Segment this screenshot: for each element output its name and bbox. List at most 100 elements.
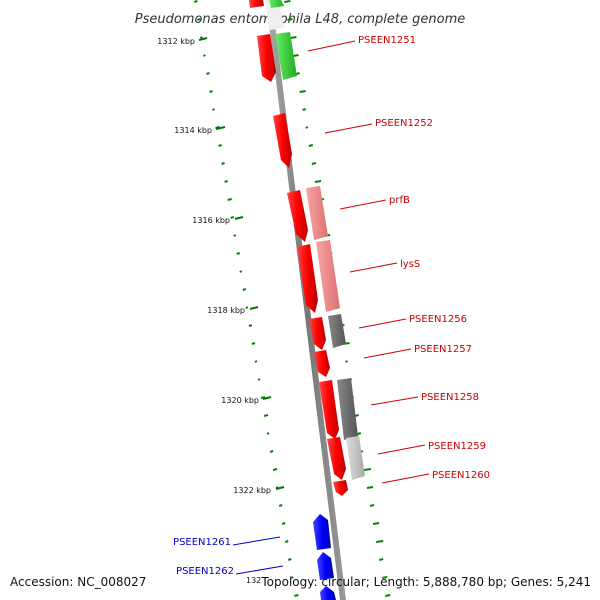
- gc-tick: [224, 180, 228, 183]
- gene-block-pseen1251: [275, 32, 297, 80]
- gc-tick: [215, 126, 220, 129]
- gc-tick: [278, 504, 283, 507]
- gc-tick: [372, 522, 380, 525]
- gene-arrow-pseen1260[interactable]: [333, 480, 348, 496]
- gc-tick: [294, 594, 299, 597]
- gene-label-pseen1261[interactable]: PSEEN1261: [173, 537, 231, 548]
- gene-label-pseen1251[interactable]: PSEEN1251: [358, 35, 416, 46]
- gc-tick: [290, 576, 294, 579]
- gene-arrow-pseen1257[interactable]: [314, 350, 330, 377]
- gc-tick: [299, 90, 306, 93]
- gene-label-pseen1252[interactable]: PSEEN1252: [375, 118, 433, 129]
- gc-tick: [308, 144, 314, 147]
- gene-label-pseen1258[interactable]: PSEEN1258: [421, 392, 479, 403]
- gc-tick: [287, 558, 292, 561]
- gc-tick: [263, 414, 269, 417]
- gc-tick: [366, 486, 374, 489]
- gc-tick: [194, 0, 198, 3]
- label-leader: [235, 565, 284, 575]
- gene-block-pseen1259: [346, 436, 365, 480]
- map-title: Pseudomonas entomophila L48, complete ge…: [135, 12, 466, 27]
- scale-label: 1320 kbp: [221, 396, 259, 405]
- gc-tick: [382, 576, 388, 579]
- gc-tick: [248, 324, 253, 327]
- gene-arrow-pseen1262[interactable]: [317, 552, 334, 580]
- gc-tick: [369, 504, 375, 507]
- gc-tick: [239, 270, 243, 273]
- gc-tick: [357, 432, 362, 435]
- scale-axis: 1312 kbp 1314 kbp 1316 kbp 1318 kbp 1320…: [157, 37, 285, 585]
- gc-tick: [363, 468, 372, 471]
- gc-tick: [345, 360, 348, 363]
- gene-block-pseen1258: [337, 378, 358, 440]
- gc-tick: [284, 0, 291, 3]
- gene-label-prfb[interactable]: prfB: [389, 195, 410, 206]
- gc-tick: [245, 306, 249, 309]
- label-leader: [349, 262, 398, 273]
- gene-arrow[interactable]: [320, 586, 336, 600]
- scale-label: 1318 kbp: [207, 306, 245, 315]
- gc-tick: [305, 126, 309, 129]
- scale-tick: [234, 216, 244, 220]
- gene-label-pseen1257[interactable]: PSEEN1257: [414, 344, 472, 355]
- gene-arrow-pseen1256[interactable]: [309, 317, 326, 350]
- scale-label: 1312 kbp: [157, 37, 195, 46]
- gc-tick: [260, 396, 266, 399]
- gene-label-pseen1262[interactable]: PSEEN1262: [176, 566, 234, 577]
- gc-tick: [236, 252, 241, 255]
- gene-arrow-pseen1252[interactable]: [273, 113, 292, 168]
- gc-tick: [227, 198, 232, 201]
- genome-summary-text: Topology: circular; Length: 5,888,780 bp…: [260, 575, 591, 589]
- gene-arrow[interactable]: [249, 0, 264, 8]
- gene-block-lyss: [316, 240, 340, 312]
- gc-tick: [212, 108, 215, 111]
- label-leader: [324, 123, 373, 134]
- scale-tick: [262, 396, 272, 400]
- gc-tick: [293, 54, 299, 57]
- gc-tick: [206, 72, 210, 75]
- scale-label: 1314 kbp: [174, 126, 212, 135]
- gene-label-lyss[interactable]: lysS: [400, 259, 420, 270]
- gc-tick: [230, 216, 235, 219]
- gc-content-track: [194, 0, 299, 597]
- gene-block-pseen1256: [328, 314, 346, 348]
- gc-tick: [218, 144, 222, 147]
- scale-label: 1322 kbp: [233, 486, 271, 495]
- label-leader: [370, 396, 419, 406]
- gc-tick: [311, 162, 317, 165]
- gene-label-pseen1260[interactable]: PSEEN1260: [432, 470, 490, 481]
- footer-left-bg: [0, 572, 160, 590]
- gene-arrow-pseen1258[interactable]: [319, 380, 339, 439]
- label-leader: [232, 536, 281, 546]
- scale-tick: [275, 486, 285, 490]
- gc-tick: [378, 558, 384, 561]
- gene-label-pseen1259[interactable]: PSEEN1259: [428, 441, 486, 452]
- gc-tick: [287, 18, 293, 21]
- gene-track-inner: [249, 0, 348, 600]
- gene-block: [269, 0, 284, 8]
- gc-tick: [242, 288, 247, 291]
- gene-arrow-pseen1251[interactable]: [257, 34, 276, 82]
- gc-tick: [221, 162, 225, 165]
- gc-tick: [284, 540, 289, 543]
- gene-labels: PSEEN1251 PSEEN1252 prfB lysS PSEEN1256 …: [173, 35, 490, 577]
- gene-arrow-prfb[interactable]: [287, 190, 308, 242]
- gc-tick: [269, 450, 274, 453]
- gc-tick: [257, 378, 261, 381]
- gc-tick: [302, 108, 307, 111]
- label-leader: [339, 199, 387, 210]
- gene-arrow-pseen1259[interactable]: [327, 437, 346, 480]
- gene-block: [265, 0, 284, 30]
- gene-arrow-pseen1261[interactable]: [313, 514, 331, 550]
- label-leader: [381, 473, 430, 484]
- label-leader: [307, 40, 356, 52]
- gc-tick: [296, 72, 300, 75]
- gene-label-pseen1256[interactable]: PSEEN1256: [409, 314, 467, 325]
- scale-label: 1316 kbp: [192, 216, 230, 225]
- gc-tick: [209, 90, 213, 93]
- gc-tick: [254, 360, 258, 363]
- gc-tick: [266, 432, 270, 435]
- gene-arrow-lyss[interactable]: [297, 244, 318, 313]
